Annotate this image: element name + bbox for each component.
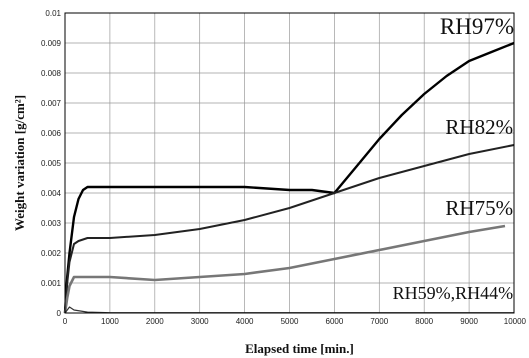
series-label-rh97: RH97% xyxy=(440,14,514,39)
y-tick-label: 0.009 xyxy=(41,39,62,48)
x-tick-label: 7000 xyxy=(370,317,388,326)
x-tick-label: 0 xyxy=(63,317,68,326)
x-tick-label: 9000 xyxy=(460,317,478,326)
series-layer xyxy=(63,41,515,314)
y-tick-label: 0 xyxy=(57,309,62,318)
x-tick-label: 6000 xyxy=(326,317,344,326)
y-tick-label: 0.005 xyxy=(41,159,62,168)
series-line-2 xyxy=(63,224,506,314)
y-tick-label: 0.003 xyxy=(41,219,62,228)
plot-frame xyxy=(64,12,515,314)
x-tick-label: 4000 xyxy=(236,317,254,326)
y-tick-label: 0.008 xyxy=(41,69,62,78)
series-label-rh59-rh44: RH59%,RH44% xyxy=(393,283,514,303)
x-axis-title: Elapsed time [min.] xyxy=(245,341,354,356)
x-tick-label: 5000 xyxy=(281,317,299,326)
x-tick-label: 3000 xyxy=(191,317,209,326)
x-tick-label: 2000 xyxy=(146,317,164,326)
x-tick-label: 10000 xyxy=(504,317,527,326)
y-tick-label: 0.006 xyxy=(41,129,62,138)
y-tick-label: 0.004 xyxy=(41,189,62,198)
series-label-rh75: RH75% xyxy=(445,196,513,220)
tick-labels: 0 1000 2000 3000 4000 5000 6000 7000 8000 9000 100… xyxy=(41,9,527,326)
series-line-0 xyxy=(63,41,515,314)
y-tick-label: 0.002 xyxy=(41,249,62,258)
x-tick-label: 1000 xyxy=(101,317,119,326)
series-label-rh82: RH82% xyxy=(445,115,513,139)
y-tick-label: 0.01 xyxy=(45,9,61,18)
y-tick-label: 0.007 xyxy=(41,99,62,108)
x-tick-label: 8000 xyxy=(415,317,433,326)
y-tick-label: 0.001 xyxy=(41,279,62,288)
series-line-1 xyxy=(64,144,515,314)
y-axis-title: Weight variation [g/cm²] xyxy=(12,95,27,231)
